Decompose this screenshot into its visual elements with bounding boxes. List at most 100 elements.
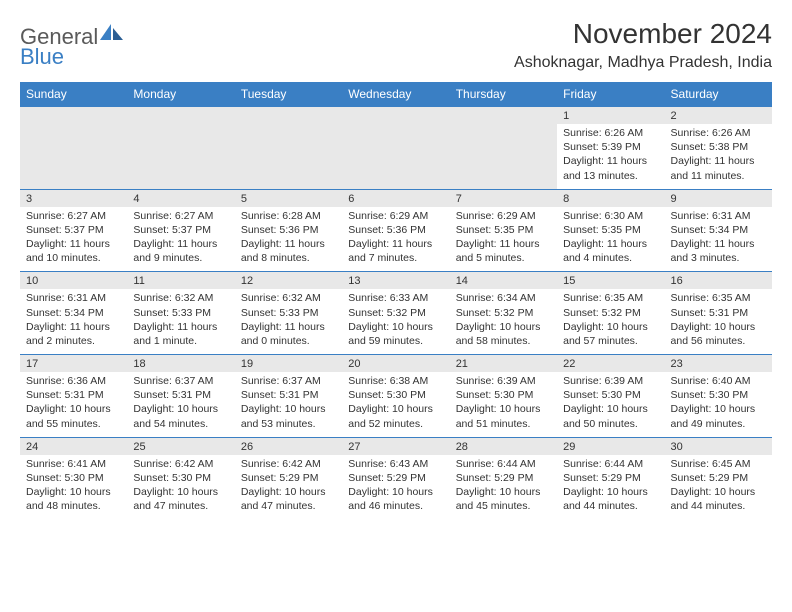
day-number: 16	[671, 275, 683, 287]
sunrise-text: Sunrise: 6:40 AM	[671, 374, 766, 388]
sunset-text: Sunset: 5:31 PM	[133, 388, 228, 402]
sunset-text: Sunset: 5:29 PM	[671, 471, 766, 485]
day-detail-cell: Sunrise: 6:42 AMSunset: 5:30 PMDaylight:…	[127, 455, 234, 520]
day-detail-cell: Sunrise: 6:32 AMSunset: 5:33 PMDaylight:…	[127, 289, 234, 354]
day-detail-cell: Sunrise: 6:42 AMSunset: 5:29 PMDaylight:…	[235, 455, 342, 520]
day-detail-cell: Sunrise: 6:31 AMSunset: 5:34 PMDaylight:…	[665, 207, 772, 272]
day-number-cell: 21	[450, 355, 557, 373]
week-daynum-row: 24252627282930	[20, 437, 772, 455]
sunrise-text: Sunrise: 6:27 AM	[26, 209, 121, 223]
sunset-text: Sunset: 5:31 PM	[671, 306, 766, 320]
daylight-text: Daylight: 10 hours and 49 minutes.	[671, 402, 766, 430]
day-number-cell: 6	[342, 189, 449, 207]
day-detail-cell: Sunrise: 6:39 AMSunset: 5:30 PMDaylight:…	[450, 372, 557, 437]
day-number-cell: 11	[127, 272, 234, 290]
daylight-text: Daylight: 11 hours and 11 minutes.	[671, 154, 766, 182]
sunrise-text: Sunrise: 6:38 AM	[348, 374, 443, 388]
day-number: 20	[348, 358, 360, 370]
sunrise-text: Sunrise: 6:32 AM	[241, 291, 336, 305]
day-detail-cell: Sunrise: 6:35 AMSunset: 5:31 PMDaylight:…	[665, 289, 772, 354]
day-number-cell	[235, 107, 342, 125]
day-number-cell: 9	[665, 189, 772, 207]
daylight-text: Daylight: 11 hours and 1 minute.	[133, 320, 228, 348]
sunrise-text: Sunrise: 6:30 AM	[563, 209, 658, 223]
day-detail-cell	[235, 124, 342, 189]
day-number-cell: 19	[235, 355, 342, 373]
day-number: 2	[671, 110, 677, 122]
sunset-text: Sunset: 5:37 PM	[133, 223, 228, 237]
sunset-text: Sunset: 5:30 PM	[671, 388, 766, 402]
day-number: 18	[133, 358, 145, 370]
day-number-cell: 7	[450, 189, 557, 207]
location-text: Ashoknagar, Madhya Pradesh, India	[514, 54, 772, 72]
daylight-text: Daylight: 11 hours and 3 minutes.	[671, 237, 766, 265]
day-detail-cell: Sunrise: 6:26 AMSunset: 5:39 PMDaylight:…	[557, 124, 664, 189]
sunrise-text: Sunrise: 6:43 AM	[348, 457, 443, 471]
sunrise-text: Sunrise: 6:33 AM	[348, 291, 443, 305]
sunset-text: Sunset: 5:32 PM	[348, 306, 443, 320]
sunset-text: Sunset: 5:37 PM	[26, 223, 121, 237]
daylight-text: Daylight: 10 hours and 53 minutes.	[241, 402, 336, 430]
week-detail-row: Sunrise: 6:36 AMSunset: 5:31 PMDaylight:…	[20, 372, 772, 437]
sunset-text: Sunset: 5:29 PM	[348, 471, 443, 485]
daylight-text: Daylight: 10 hours and 51 minutes.	[456, 402, 551, 430]
day-detail-cell: Sunrise: 6:27 AMSunset: 5:37 PMDaylight:…	[20, 207, 127, 272]
sunset-text: Sunset: 5:38 PM	[671, 140, 766, 154]
day-number: 23	[671, 358, 683, 370]
day-header-row: Sunday Monday Tuesday Wednesday Thursday…	[20, 82, 772, 107]
sunrise-text: Sunrise: 6:39 AM	[563, 374, 658, 388]
day-number-cell: 8	[557, 189, 664, 207]
day-detail-cell: Sunrise: 6:29 AMSunset: 5:36 PMDaylight:…	[342, 207, 449, 272]
day-number: 24	[26, 441, 38, 453]
day-detail-cell: Sunrise: 6:32 AMSunset: 5:33 PMDaylight:…	[235, 289, 342, 354]
day-detail-cell: Sunrise: 6:33 AMSunset: 5:32 PMDaylight:…	[342, 289, 449, 354]
sunrise-text: Sunrise: 6:29 AM	[456, 209, 551, 223]
day-number-cell: 18	[127, 355, 234, 373]
daylight-text: Daylight: 10 hours and 50 minutes.	[563, 402, 658, 430]
daylight-text: Daylight: 10 hours and 56 minutes.	[671, 320, 766, 348]
day-number-cell: 25	[127, 437, 234, 455]
day-number: 1	[563, 110, 569, 122]
day-number-cell: 3	[20, 189, 127, 207]
day-number: 13	[348, 275, 360, 287]
sunrise-text: Sunrise: 6:35 AM	[563, 291, 658, 305]
day-header: Tuesday	[235, 82, 342, 107]
sunset-text: Sunset: 5:34 PM	[671, 223, 766, 237]
sunrise-text: Sunrise: 6:31 AM	[671, 209, 766, 223]
day-detail-cell: Sunrise: 6:37 AMSunset: 5:31 PMDaylight:…	[235, 372, 342, 437]
day-detail-cell: Sunrise: 6:39 AMSunset: 5:30 PMDaylight:…	[557, 372, 664, 437]
daylight-text: Daylight: 11 hours and 0 minutes.	[241, 320, 336, 348]
sunset-text: Sunset: 5:30 PM	[133, 471, 228, 485]
day-number-cell: 2	[665, 107, 772, 125]
day-number: 10	[26, 275, 38, 287]
day-detail-cell: Sunrise: 6:44 AMSunset: 5:29 PMDaylight:…	[450, 455, 557, 520]
day-detail-cell: Sunrise: 6:45 AMSunset: 5:29 PMDaylight:…	[665, 455, 772, 520]
day-number-cell: 23	[665, 355, 772, 373]
sunrise-text: Sunrise: 6:39 AM	[456, 374, 551, 388]
sunrise-text: Sunrise: 6:37 AM	[133, 374, 228, 388]
sunset-text: Sunset: 5:29 PM	[563, 471, 658, 485]
day-number-cell: 29	[557, 437, 664, 455]
day-number-cell: 4	[127, 189, 234, 207]
day-number-cell: 5	[235, 189, 342, 207]
day-number: 15	[563, 275, 575, 287]
day-number-cell: 20	[342, 355, 449, 373]
sunrise-text: Sunrise: 6:28 AM	[241, 209, 336, 223]
daylight-text: Daylight: 10 hours and 55 minutes.	[26, 402, 121, 430]
sunrise-text: Sunrise: 6:44 AM	[563, 457, 658, 471]
sunrise-text: Sunrise: 6:41 AM	[26, 457, 121, 471]
sunrise-text: Sunrise: 6:42 AM	[241, 457, 336, 471]
day-number-cell: 30	[665, 437, 772, 455]
sunset-text: Sunset: 5:34 PM	[26, 306, 121, 320]
sunset-text: Sunset: 5:36 PM	[348, 223, 443, 237]
day-detail-cell: Sunrise: 6:26 AMSunset: 5:38 PMDaylight:…	[665, 124, 772, 189]
day-detail-cell: Sunrise: 6:28 AMSunset: 5:36 PMDaylight:…	[235, 207, 342, 272]
day-number: 4	[133, 193, 139, 205]
sunrise-text: Sunrise: 6:27 AM	[133, 209, 228, 223]
day-detail-cell: Sunrise: 6:38 AMSunset: 5:30 PMDaylight:…	[342, 372, 449, 437]
day-detail-cell: Sunrise: 6:30 AMSunset: 5:35 PMDaylight:…	[557, 207, 664, 272]
logo-text-blue: Blue	[20, 44, 64, 69]
day-number-cell: 16	[665, 272, 772, 290]
day-detail-cell	[20, 124, 127, 189]
sunset-text: Sunset: 5:29 PM	[241, 471, 336, 485]
